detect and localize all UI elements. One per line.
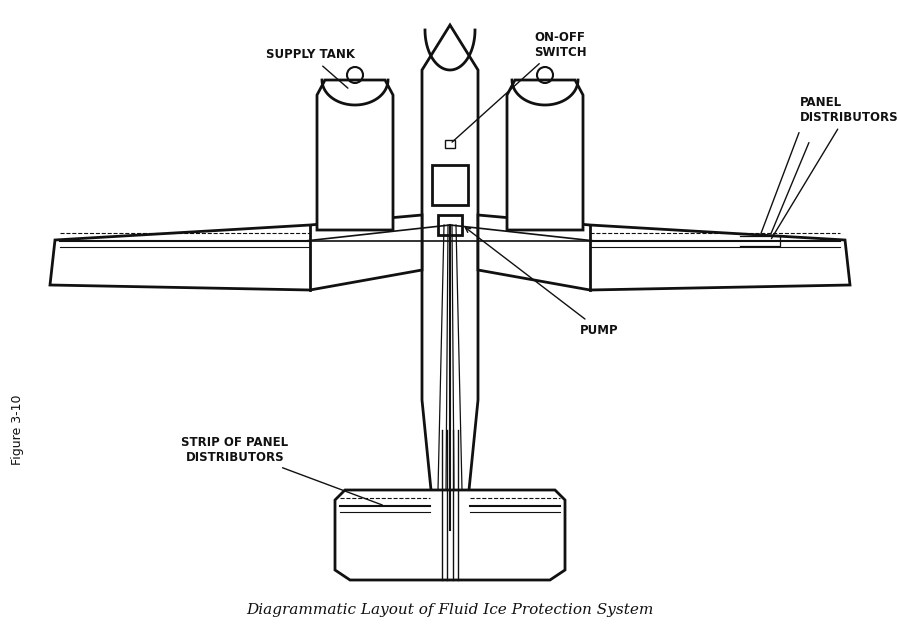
Polygon shape — [422, 25, 478, 530]
Text: Figure 3-10: Figure 3-10 — [12, 395, 24, 465]
Polygon shape — [335, 490, 565, 580]
Text: Diagrammatic Layout of Fluid Ice Protection System: Diagrammatic Layout of Fluid Ice Protect… — [246, 603, 654, 617]
Bar — [438, 215, 462, 235]
Bar — [445, 140, 455, 148]
Polygon shape — [478, 215, 850, 290]
Text: PUMP: PUMP — [466, 228, 619, 337]
Polygon shape — [50, 215, 422, 290]
Text: PANEL
DISTRIBUTORS: PANEL DISTRIBUTORS — [771, 96, 899, 238]
Text: ON-OFF
SWITCH: ON-OFF SWITCH — [452, 31, 586, 142]
Polygon shape — [507, 80, 583, 230]
Text: STRIP OF PANEL
DISTRIBUTORS: STRIP OF PANEL DISTRIBUTORS — [182, 436, 382, 505]
Bar — [432, 165, 468, 205]
Text: SUPPLY TANK: SUPPLY TANK — [265, 48, 354, 88]
Polygon shape — [317, 80, 393, 230]
